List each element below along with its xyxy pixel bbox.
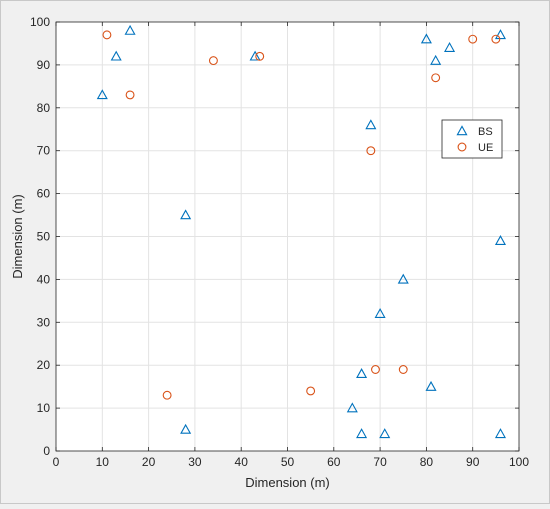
y-tick-label: 70 <box>37 144 51 158</box>
bs-point <box>494 29 507 40</box>
x-tick-label: 30 <box>188 455 202 469</box>
y-tick-label: 50 <box>37 230 51 244</box>
bs-point <box>444 42 456 52</box>
bs-point <box>124 24 136 35</box>
y-tick-label: 30 <box>37 315 51 329</box>
ue-point <box>306 386 316 396</box>
bs-point <box>374 307 386 318</box>
ue-point <box>125 90 135 100</box>
legend: BS UE <box>441 119 503 159</box>
legend-marker-bs <box>456 125 468 136</box>
bs-point <box>379 428 391 439</box>
x-tick-label: 40 <box>235 455 249 469</box>
ue-point <box>431 73 441 83</box>
x-tick-label: 70 <box>373 455 387 469</box>
bs-point <box>180 209 192 220</box>
tick-labels: 0 10 20 30 40 50 60 70 80 90 100 0 10 20 30 40 50 60 70 80 9… <box>30 15 529 469</box>
legend-marker-ue <box>457 142 467 152</box>
ue-point <box>102 30 112 40</box>
bs-point <box>249 50 261 61</box>
y-tick-label: 60 <box>37 187 51 201</box>
y-tick-label: 80 <box>37 101 51 115</box>
bs-point <box>110 50 122 61</box>
ue-point <box>255 51 265 61</box>
bs-point <box>397 273 409 284</box>
legend-label-bs: BS <box>478 126 493 138</box>
legend-box <box>441 119 503 159</box>
bs-point <box>494 428 507 439</box>
axes <box>55 21 520 452</box>
y-axis-label: Dimension (m) <box>10 194 25 279</box>
ue-point <box>468 34 478 44</box>
y-tick-label: 40 <box>37 272 51 286</box>
x-tick-label: 80 <box>420 455 434 469</box>
y-tick-label: 0 <box>43 444 50 458</box>
x-tick-label: 50 <box>281 455 295 469</box>
x-axis-label: Dimension (m) <box>245 475 330 490</box>
y-tick-label: 20 <box>37 358 51 372</box>
x-tick-label: 0 <box>53 455 60 469</box>
x-tick-label: 60 <box>327 455 341 469</box>
bs-point <box>365 119 377 130</box>
x-tick-label: 20 <box>142 455 156 469</box>
ue-point <box>491 34 501 44</box>
ue-point <box>162 390 172 400</box>
bs-point <box>430 54 442 65</box>
y-tick-label: 90 <box>37 58 51 72</box>
x-tick-label: 90 <box>466 455 480 469</box>
bs-point <box>420 33 432 44</box>
ue-point <box>208 56 218 66</box>
bs-point <box>425 380 437 391</box>
bs-point <box>494 235 507 246</box>
data-markers <box>96 24 507 439</box>
bs-point <box>180 423 192 434</box>
ue-point <box>366 146 376 156</box>
bs-point <box>356 368 368 379</box>
legend-label-ue: UE <box>478 142 493 154</box>
x-tick-label: 10 <box>96 455 110 469</box>
y-tick-label: 100 <box>30 15 50 29</box>
ue-point <box>398 365 408 374</box>
bs-point <box>346 402 358 413</box>
bs-point <box>96 89 108 100</box>
bs-point <box>356 428 368 439</box>
x-tick-label: 100 <box>509 455 529 469</box>
y-tick-label: 10 <box>37 401 51 415</box>
ue-point <box>371 365 380 374</box>
